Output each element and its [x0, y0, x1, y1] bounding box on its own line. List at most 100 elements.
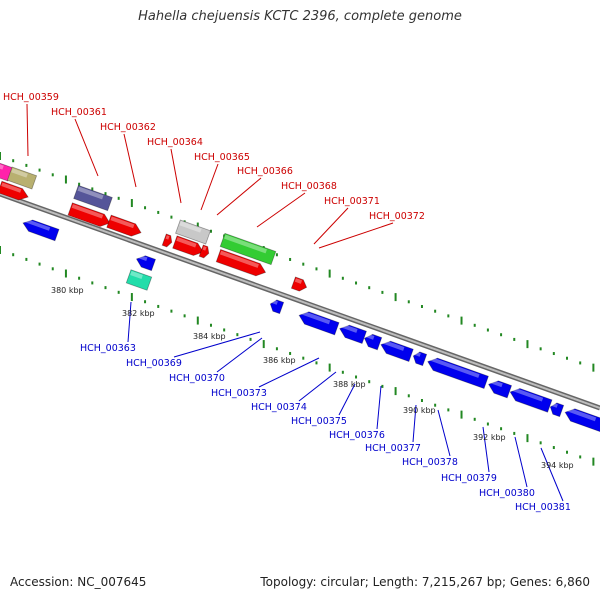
gene-fwd-shape [0, 180, 29, 201]
gene-fwd [106, 214, 142, 237]
leader-line [123, 133, 137, 188]
gene-rev [269, 299, 285, 315]
gene-rev-shape [564, 408, 600, 433]
gene-rev [298, 310, 340, 336]
feature-magenta [0, 158, 14, 182]
gene-fwd [215, 248, 267, 277]
gene-rev-shine [300, 310, 331, 325]
leader-line [74, 118, 99, 177]
gene-rev-shape [549, 402, 565, 418]
reverse-gene-label: HCH_00373 [211, 388, 267, 399]
gene-rev [564, 407, 600, 433]
forward-gene-label: HCH_00372 [369, 211, 425, 222]
leader-line [258, 357, 320, 388]
feature-teal-shape [125, 269, 153, 291]
gene-fwd [161, 233, 173, 248]
leader-line [514, 436, 528, 488]
feature-gray [175, 219, 211, 245]
forward-gene-label: HCH_00368 [281, 181, 337, 192]
gene-fwd-shine [165, 235, 170, 240]
gene-fwd-shine [176, 237, 197, 248]
feature-green-shine [224, 234, 267, 254]
reverse-gene-label: HCH_00380 [479, 488, 535, 499]
genome-summary: Topology: circular; Length: 7,215,267 bp… [260, 575, 590, 589]
feature-purple-shine [77, 186, 104, 200]
feature-blue-small-shape [135, 255, 157, 272]
gene-fwd-shine [1, 182, 22, 193]
feature-gray-shape [175, 219, 211, 245]
feature-blue-small [135, 254, 157, 272]
gene-rev-shine [490, 379, 503, 388]
gene-fwd [290, 276, 308, 292]
feature-teal [125, 269, 153, 291]
gene-fwd-shape [161, 233, 173, 248]
gene-rev-shine [382, 339, 405, 351]
gene-rev [339, 323, 367, 345]
reverse-gene-label: HCH_00363 [80, 343, 136, 354]
gene-rev [549, 402, 565, 418]
gene-rev [363, 333, 383, 351]
reverse-gene-label: HCH_00375 [291, 416, 347, 427]
accession-text: Accession: NC_007645 [10, 575, 147, 589]
gene-rev [427, 356, 489, 390]
gene-fwd-shape [106, 214, 142, 237]
reverse-gene-label: HCH_00370 [169, 373, 225, 384]
gene-rev-shine [566, 407, 597, 422]
tick-label: 380 kbp [51, 286, 84, 295]
reverse-gene-label: HCH_00378 [402, 457, 458, 468]
gene-rev [488, 379, 513, 399]
feature-teal-shine [130, 270, 143, 279]
gene-rev [380, 339, 414, 363]
gene-rev-shape [339, 324, 367, 345]
gene-fwd-shine [294, 278, 303, 284]
tick-label: 388 kbp [333, 380, 366, 389]
reverse-gene-label: HCH_00376 [329, 430, 385, 441]
feature-green-shape [219, 232, 277, 266]
gene-fwd-shine [71, 204, 104, 219]
gene-fwd-shape [215, 248, 267, 277]
gene-rev-shape [298, 311, 340, 336]
leader-line [173, 331, 261, 358]
map-title: Hahella chejuensis KCTC 2396, complete g… [138, 9, 462, 24]
reverse-gene-label: HCH_00374 [251, 402, 307, 413]
reverse-gene-label: HCH_00369 [126, 358, 182, 369]
gene-rev-shape [22, 219, 60, 242]
gene-rev-shine [24, 218, 51, 231]
leader-line [127, 301, 132, 343]
forward-gene-label: HCH_00365 [194, 152, 250, 163]
tick-label: 392 kbp [473, 433, 506, 442]
forward-gene-label: HCH_00361 [51, 107, 107, 118]
tick-label: 384 kbp [193, 332, 226, 341]
feature-khaki-shape [6, 166, 38, 190]
genome-backbone [0, 191, 600, 411]
leader-line [170, 148, 182, 204]
reverse-gene-label: HCH_00379 [441, 473, 497, 484]
leader-line [412, 404, 417, 443]
reverse-gene-label: HCH_00381 [515, 502, 571, 513]
gene-features [0, 158, 600, 433]
leader-line [437, 409, 451, 457]
gene-rev-shine [365, 333, 375, 340]
leader-line [376, 385, 382, 430]
feature-khaki [6, 166, 38, 190]
gene-rev-shine [271, 299, 278, 305]
gene-rev-shine [511, 387, 544, 402]
leader-line [256, 192, 306, 228]
forward-gene-label: HCH_00371 [324, 196, 380, 207]
leader-line [26, 103, 29, 157]
feature-purple-shape [73, 184, 113, 212]
gene-rev-shine [551, 402, 558, 408]
leader-line [482, 426, 490, 473]
feature-green [219, 232, 277, 266]
forward-gene-label: HCH_00366 [237, 166, 293, 177]
leader-line [540, 447, 564, 502]
feature-khaki-shine [11, 168, 28, 178]
gene-fwd-shine [110, 216, 135, 229]
gene-rev [22, 218, 60, 242]
gene-fwd [198, 244, 210, 259]
gene-fwd-shine [202, 246, 207, 251]
gene-labels: HCH_00359 HCH_00361 HCH_00362 HCH_00364 HCH_… [3, 92, 571, 513]
gene-fwd-shine [219, 250, 259, 268]
feature-magenta-shape [0, 158, 14, 182]
